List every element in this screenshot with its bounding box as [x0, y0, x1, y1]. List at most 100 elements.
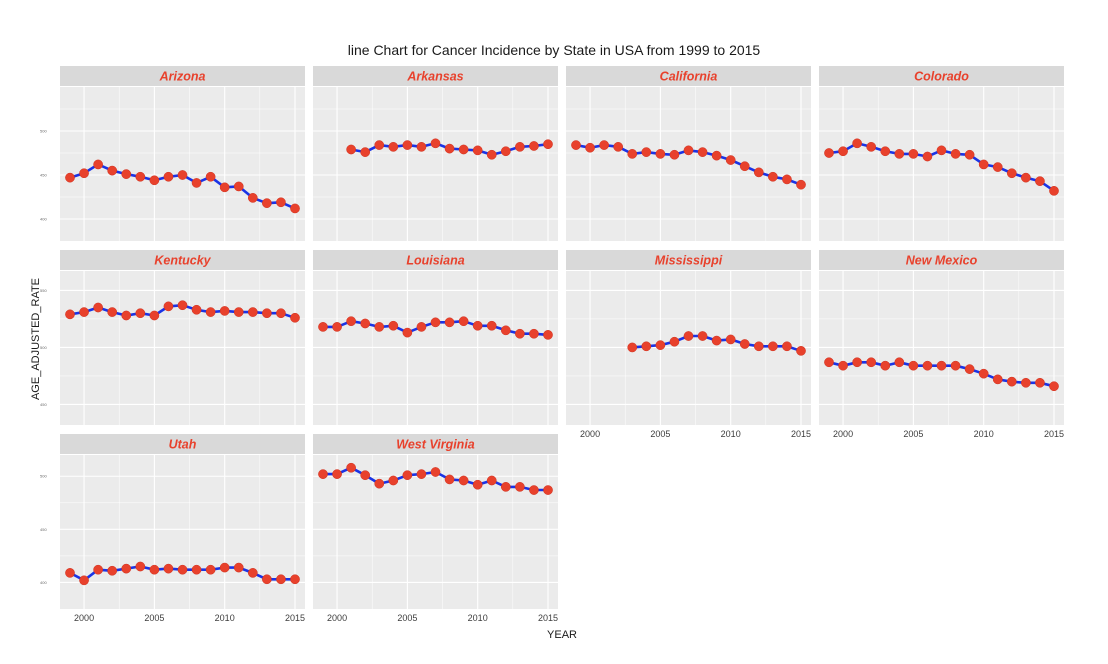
- data-point: [1049, 381, 1059, 392]
- data-point: [683, 331, 694, 341]
- data-point: [782, 341, 792, 352]
- data-point: [177, 170, 188, 180]
- x-tick-label: 2015: [538, 613, 558, 623]
- data-point: [191, 304, 202, 315]
- x-tick-label: 2000: [833, 429, 853, 439]
- data-point: [543, 330, 553, 340]
- data-point: [79, 168, 89, 179]
- data-point: [669, 149, 680, 160]
- data-point: [725, 155, 736, 165]
- data-point: [641, 341, 652, 352]
- data-point: [65, 309, 75, 320]
- data-point: [79, 575, 89, 586]
- data-point: [599, 140, 609, 150]
- facet-strip-label: Louisiana: [406, 254, 464, 268]
- data-point: [444, 474, 455, 485]
- plot-panel: [819, 271, 1064, 425]
- data-point: [402, 470, 413, 481]
- x-tick-label: 2010: [721, 429, 741, 439]
- y-axis-title: AGE_ADJUSTED_RATE: [30, 278, 42, 400]
- data-point: [388, 141, 399, 152]
- data-point: [205, 307, 216, 317]
- data-point: [318, 469, 328, 479]
- x-tick-label: 2005: [903, 429, 923, 439]
- data-point: [725, 334, 736, 345]
- data-point: [346, 316, 356, 327]
- facet-strip: [313, 66, 558, 86]
- data-point: [922, 360, 933, 371]
- data-point: [346, 144, 356, 155]
- data-point: [121, 169, 132, 179]
- data-point: [346, 462, 356, 473]
- x-tick-label: 2005: [397, 613, 417, 623]
- data-point: [627, 149, 638, 159]
- data-point: [627, 342, 638, 353]
- data-point: [233, 307, 244, 317]
- data-point: [458, 316, 469, 327]
- facet-strip: [819, 250, 1064, 270]
- x-tick-label: 2000: [74, 613, 94, 623]
- data-point: [711, 150, 722, 161]
- facet-strip: [60, 66, 305, 86]
- data-point: [838, 360, 848, 371]
- data-point: [1021, 172, 1031, 183]
- data-point: [936, 360, 947, 371]
- data-point: [1006, 168, 1017, 179]
- data-point: [262, 198, 272, 209]
- data-point: [135, 171, 146, 182]
- facet-panel-kentucky: Kentucky 450 500 550: [40, 250, 305, 425]
- data-point: [121, 310, 132, 321]
- data-point: [135, 561, 146, 572]
- data-point: [360, 470, 371, 481]
- data-point: [529, 141, 539, 151]
- facet-strip-label: Utah: [169, 438, 197, 452]
- data-point: [65, 172, 75, 183]
- data-point: [500, 482, 511, 492]
- data-point: [191, 178, 202, 188]
- y-tick-label: 400: [40, 217, 47, 222]
- data-point: [515, 141, 525, 152]
- data-point: [613, 141, 624, 152]
- facet-strip-label: Kentucky: [154, 254, 211, 268]
- data-point: [838, 146, 848, 157]
- data-point: [374, 322, 385, 332]
- data-point: [641, 147, 652, 157]
- data-point: [978, 368, 989, 379]
- data-point: [472, 145, 483, 156]
- y-tick-label: 500: [40, 345, 47, 350]
- y-tick-label: 450: [40, 173, 47, 178]
- data-point: [93, 302, 103, 313]
- chart-title: line Chart for Cancer Incidence by State…: [348, 42, 761, 58]
- data-point: [697, 147, 708, 157]
- y-tick-label: 550: [40, 288, 47, 293]
- data-point: [65, 568, 75, 578]
- data-point: [950, 360, 961, 371]
- x-axis-title: YEAR: [547, 629, 577, 641]
- data-point: [1035, 176, 1045, 187]
- data-point: [430, 467, 441, 477]
- facet-strip: [566, 66, 811, 86]
- data-point: [796, 346, 806, 356]
- data-point: [121, 563, 132, 574]
- data-point: [683, 145, 694, 156]
- data-point: [936, 145, 947, 156]
- plot-panel: [60, 455, 305, 609]
- data-point: [500, 146, 511, 157]
- data-point: [782, 174, 792, 185]
- data-point: [276, 197, 286, 208]
- facet-panels: Arizona 400 450 500 Arkansas California Colora…: [40, 66, 1064, 623]
- data-point: [233, 181, 244, 192]
- data-point: [402, 327, 413, 338]
- data-point: [177, 300, 188, 311]
- facet-strip: [313, 250, 558, 270]
- data-point: [107, 165, 118, 176]
- facet-panel-mississippi: Mississippi 2000 2005 2010 2015: [566, 250, 811, 439]
- x-tick-label: 2010: [974, 429, 994, 439]
- data-point: [486, 475, 497, 486]
- data-point: [276, 308, 286, 319]
- data-point: [852, 138, 862, 149]
- data-point: [149, 175, 160, 186]
- data-point: [332, 469, 342, 479]
- x-tick-label: 2015: [791, 429, 811, 439]
